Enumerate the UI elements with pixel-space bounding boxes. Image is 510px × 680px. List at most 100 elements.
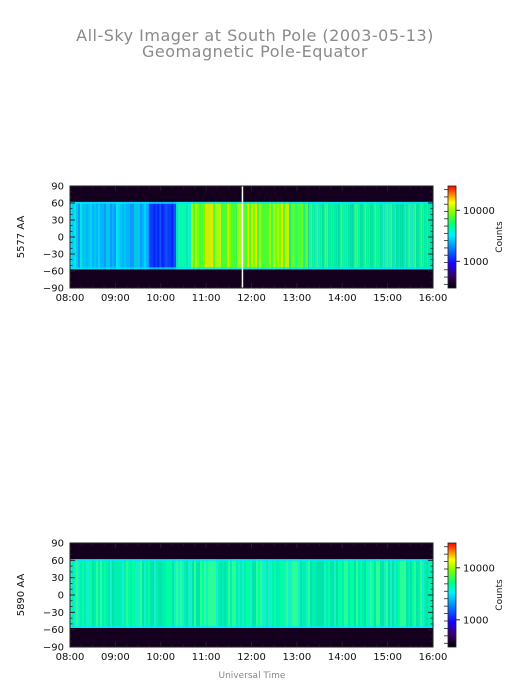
heatmap-cell-column	[428, 559, 431, 628]
heatmap-cell-column	[86, 559, 89, 628]
heatmap-cell-column	[163, 201, 166, 270]
heatmap-cell-column	[394, 559, 397, 628]
heatmap-cell-column	[298, 559, 301, 628]
heatmap-cell-column	[168, 559, 171, 628]
heatmap-cell-column	[270, 559, 273, 628]
page-title: All-Sky Imager at South Pole (2003-05-13…	[76, 26, 434, 45]
heatmap-cell-column	[293, 201, 296, 270]
heatmap-cell-column	[420, 201, 423, 270]
heatmap-cell-column	[128, 201, 131, 270]
heatmap-cell-column	[239, 201, 242, 270]
heatmap-cell-column	[114, 201, 117, 270]
heatmap-cell-column	[80, 201, 83, 270]
heatmap-cell-column	[386, 201, 389, 270]
heatmap-cell-column	[255, 201, 258, 270]
heatmap-cell-column	[424, 201, 427, 270]
heatmap-cell-column	[356, 201, 359, 270]
heatmap-cell-column	[392, 201, 395, 270]
heatmap-cell-column	[218, 559, 221, 628]
heatmap-cell-column	[96, 559, 99, 628]
heatmap-cell-column	[272, 559, 275, 628]
heatmap-cell-column	[110, 559, 113, 628]
heatmap-cell-column	[326, 201, 329, 270]
heatmap-cell-column	[253, 201, 256, 270]
x-tick-label: 11:00	[192, 293, 221, 304]
heatmap-cell-column	[100, 201, 103, 270]
heatmap-cell-column	[70, 559, 73, 628]
heatmap-cell-column	[214, 559, 217, 628]
heatmap-cell-column	[336, 559, 339, 628]
heatmap-5890-ticks: 08:00 09:00 10:00 11:00 12:00 13:00 14:00 15:00…	[43, 539, 448, 664]
heatmap-cell-column	[366, 201, 369, 270]
heatmap-cell-column	[212, 559, 215, 628]
heatmap-cell-column	[297, 201, 300, 270]
x-tick-label: 10:00	[146, 293, 175, 304]
heatmap-cell-column	[186, 559, 189, 628]
heatmap-cell-column	[348, 559, 351, 628]
heatmap-cell-column	[254, 559, 257, 628]
heatmap-cell-column	[256, 559, 259, 628]
heatmap-cell-column	[88, 559, 91, 628]
heatmap-cell-column	[74, 559, 77, 628]
heatmap-cell-column	[78, 559, 81, 628]
heatmap-cell-column	[166, 559, 169, 628]
heatmap-cell-column	[284, 559, 287, 628]
heatmap-cell-column	[316, 201, 319, 270]
heatmap-cell-column	[261, 201, 264, 270]
heatmap-cell-column	[116, 559, 119, 628]
heatmap-cell-column	[189, 201, 191, 270]
heatmap-cell-column	[178, 559, 181, 628]
heatmap-cell-column	[382, 201, 385, 270]
heatmap-cell-column	[192, 559, 195, 628]
heatmap-cell-column	[250, 559, 253, 628]
heatmap-cell-column	[76, 559, 79, 628]
heatmap-cell-column	[211, 201, 214, 270]
heatmap-cell-column	[215, 201, 218, 270]
heatmap-cell-column	[354, 201, 357, 270]
heatmap-cell-column	[78, 201, 81, 270]
heatmap-cell-column	[308, 559, 311, 628]
heatmap-cell-column	[388, 201, 391, 270]
y-tick-label: 30	[51, 573, 64, 584]
heatmap-cell-column	[94, 559, 97, 628]
heatmap-cell-column	[134, 201, 137, 270]
heatmap-cell-column	[206, 559, 209, 628]
heatmap-cell-column	[283, 201, 286, 270]
heatmap-cell-column	[94, 201, 97, 270]
heatmap-cell-column	[340, 559, 343, 628]
heatmap-cell-column	[104, 201, 107, 270]
heatmap-cell-column	[136, 201, 139, 270]
heatmap-cell-column	[386, 559, 389, 628]
heatmap-cell-column	[148, 201, 150, 270]
heatmap-cell-column	[120, 559, 123, 628]
heatmap-cell-column	[424, 559, 427, 628]
heatmap-cell-column	[195, 201, 198, 270]
heatmap-cell-column	[404, 201, 407, 270]
heatmap-cell-column	[356, 559, 359, 628]
heatmap-cell-column	[140, 201, 143, 270]
heatmap-cell-column	[193, 201, 196, 270]
heatmap-cell-column	[406, 201, 409, 270]
heatmap-cell-column	[289, 201, 292, 270]
x-tick-label: 14:00	[328, 652, 357, 663]
heatmap-cell-column	[279, 201, 282, 270]
heatmap-cell-column	[372, 559, 375, 628]
heatmap-cell-column	[162, 559, 165, 628]
y-tick-label: −60	[43, 267, 64, 278]
heatmap-cell-column	[222, 559, 225, 628]
heatmap-cell-column	[285, 201, 288, 270]
heatmap-cell-column	[108, 559, 111, 628]
heatmap-cell-column	[260, 559, 263, 628]
heatmap-cell-column	[102, 559, 105, 628]
y-tick-label: −30	[43, 608, 64, 619]
heatmap-cell-column	[344, 201, 347, 270]
heatmap-cell-column	[378, 559, 381, 628]
heatmap-cell-column	[364, 201, 367, 270]
heatmap-cell-column	[142, 559, 145, 628]
heatmap-cell-column	[232, 559, 235, 628]
heatmap-cell-column	[112, 201, 115, 270]
heatmap-cell-column	[92, 201, 95, 270]
heatmap-cell-column	[201, 201, 204, 270]
heatmap-cell-column	[175, 201, 179, 270]
heatmap-cell-column	[266, 559, 269, 628]
